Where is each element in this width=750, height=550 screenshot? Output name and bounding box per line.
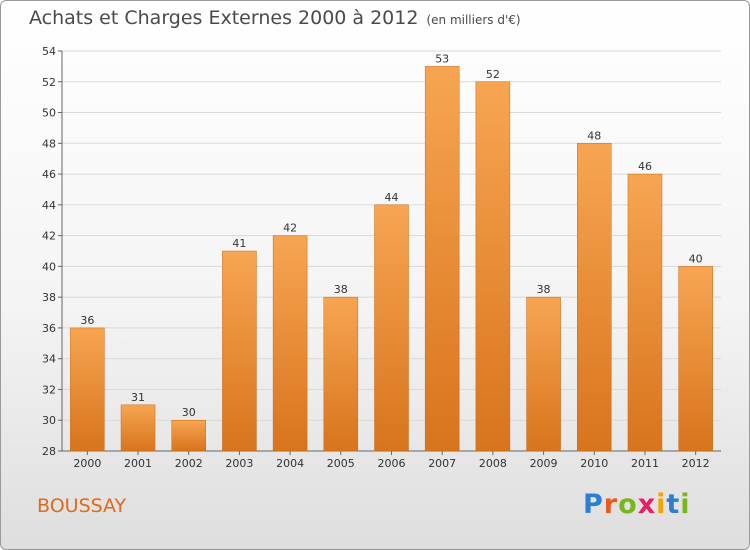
data-label-2007: 53 (435, 52, 449, 65)
x-tick-label-2003: 2003 (225, 457, 253, 470)
bar-2007 (424, 66, 460, 452)
y-tick-label: 54 (42, 45, 56, 58)
bar-2004 (272, 235, 308, 452)
y-tick-label: 42 (42, 230, 56, 243)
data-label-2009: 38 (537, 283, 551, 296)
x-tick-label-2002: 2002 (175, 457, 203, 470)
bar-2011 (627, 173, 663, 452)
x-tick-label-2004: 2004 (276, 457, 304, 470)
data-label-2008: 52 (486, 68, 500, 81)
commune-name: BOUSSAY (37, 495, 127, 517)
x-tick-label-2010: 2010 (580, 457, 608, 470)
bar-2008 (475, 81, 511, 452)
x-tick-label-2007: 2007 (428, 457, 456, 470)
x-tick-label-2011: 2011 (631, 457, 659, 470)
y-tick-label: 52 (42, 76, 56, 89)
x-tick-label-2001: 2001 (124, 457, 152, 470)
y-tick-label: 28 (42, 445, 56, 458)
x-tick-label-2006: 2006 (378, 457, 406, 470)
y-tick-label: 46 (42, 168, 56, 181)
proxiti-logo[interactable]: Proxiti (583, 489, 691, 520)
y-tick-label: 32 (42, 383, 56, 396)
chart-unit: (en milliers d'€) (426, 13, 521, 27)
data-label-2012: 40 (689, 252, 703, 265)
data-label-2010: 48 (587, 129, 601, 142)
x-tick-label-2005: 2005 (327, 457, 355, 470)
bars (70, 66, 713, 452)
data-label-2002: 30 (182, 406, 196, 419)
bar-2001 (120, 404, 156, 452)
chart-title-text: Achats et Charges Externes 2000 à 2012 (29, 7, 419, 29)
bar-2000 (70, 327, 105, 452)
data-label-2006: 44 (385, 191, 399, 204)
data-label-2001: 31 (131, 391, 145, 404)
x-tick-label-2012: 2012 (682, 457, 710, 470)
y-tick-label: 34 (42, 353, 56, 366)
y-tick-label: 30 (42, 414, 56, 427)
data-label-2003: 41 (232, 237, 246, 250)
y-tick-label: 40 (42, 260, 56, 273)
data-label-2000: 36 (80, 314, 94, 327)
bar-2005 (323, 296, 359, 452)
data-label-2005: 38 (334, 283, 348, 296)
x-tick-label-2009: 2009 (530, 457, 558, 470)
y-tick-label: 38 (42, 291, 56, 304)
y-tick-label: 36 (42, 322, 56, 335)
data-labels: 36 31 30 41 42 38 44 53 52 38 48 46 40 (80, 52, 702, 419)
y-tick-label: 48 (42, 137, 56, 150)
chart-title: Achats et Charges Externes 2000 à 2012 (e… (29, 7, 521, 29)
bar-2003 (222, 250, 257, 452)
x-tick-label-2000: 2000 (73, 457, 101, 470)
bar-2009 (526, 296, 561, 452)
data-label-2004: 42 (283, 222, 297, 235)
data-label-2011: 46 (638, 160, 652, 173)
bar-2002 (171, 419, 206, 452)
x-tick-label-2008: 2008 (479, 457, 507, 470)
bar-2012 (678, 266, 713, 452)
bar-2010 (577, 143, 612, 452)
y-tick-label: 50 (42, 107, 56, 120)
y-tick-label: 44 (42, 199, 56, 212)
bar-2006 (374, 204, 409, 452)
